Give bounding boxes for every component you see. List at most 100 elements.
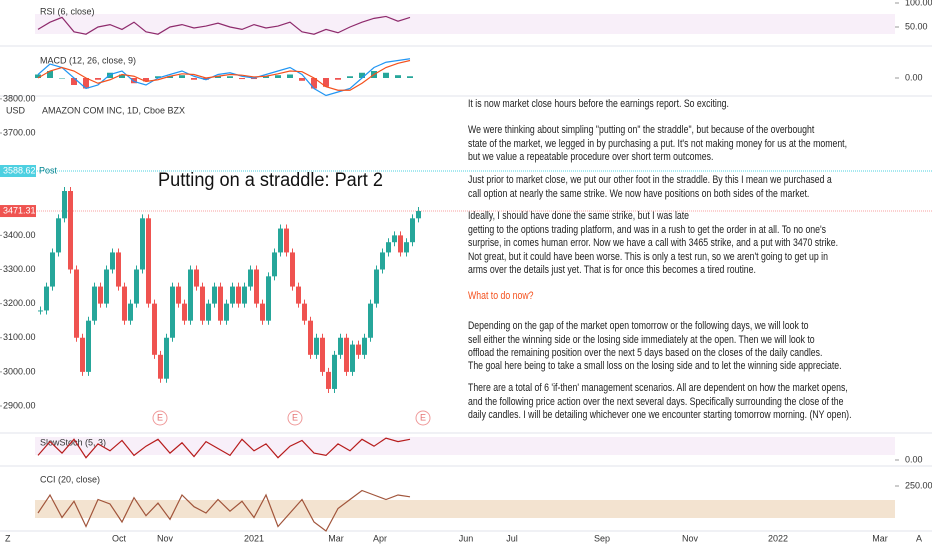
y-tick-label: 100.00 <box>905 0 932 7</box>
x-tick-label: Mar <box>872 533 888 543</box>
candle <box>236 286 241 304</box>
note-line: Ideally, I should have done the same str… <box>468 210 690 222</box>
macd-histogram <box>95 78 101 80</box>
rsi-band <box>35 14 895 34</box>
macd-histogram <box>407 76 413 78</box>
macd-histogram <box>143 78 149 82</box>
earnings-label: E <box>292 412 298 422</box>
macd-histogram <box>191 78 197 80</box>
candle <box>278 228 283 253</box>
macd-histogram <box>347 76 353 78</box>
stoch-line <box>37 437 411 459</box>
candle <box>146 218 151 304</box>
candle <box>122 286 127 321</box>
candle <box>284 228 289 253</box>
candle <box>308 320 313 355</box>
y-tick-label: 2900.00 <box>3 400 36 410</box>
note-line: There are a total of 6 'if-then' managem… <box>468 382 848 394</box>
candle <box>158 354 163 379</box>
candle <box>38 310 43 312</box>
candle <box>134 269 139 304</box>
candle <box>56 218 61 253</box>
macd-histogram <box>395 75 401 78</box>
x-tick-label: Jun <box>459 533 474 543</box>
y-tick-label: 3300.00 <box>3 264 36 274</box>
x-tick-label: Sep <box>594 533 610 543</box>
candle <box>212 286 217 304</box>
rsi-label: RSI (6, close) <box>40 6 95 16</box>
macd-histogram <box>383 72 389 78</box>
macd-histogram <box>179 75 185 78</box>
candle <box>200 286 205 321</box>
macd-histogram <box>119 74 125 78</box>
candle <box>398 235 403 253</box>
candle <box>380 252 385 270</box>
candle <box>194 269 199 287</box>
earnings-marker <box>152 410 168 426</box>
macd-histogram <box>59 78 65 79</box>
macd-histogram <box>83 78 89 89</box>
candle <box>314 337 319 355</box>
candle <box>98 286 103 304</box>
last-tag <box>0 205 36 218</box>
candle <box>404 242 409 253</box>
macd-label: MACD (12, 26, close, 9) <box>40 55 136 65</box>
candle <box>92 286 97 321</box>
note-line: daily candles. I will be detailing which… <box>468 409 852 421</box>
button[interactable]: Z <box>5 533 11 543</box>
y-tick-label: 3100.00 <box>3 332 36 342</box>
note-line: Not great, but it could have been worse.… <box>468 251 828 263</box>
note-line: We were thinking about simpling "putting… <box>468 124 815 136</box>
cci-line <box>37 489 411 532</box>
candle <box>152 303 157 355</box>
macd-histogram <box>311 78 317 89</box>
x-tick-label: Oct <box>112 533 127 543</box>
button[interactable]: A <box>916 533 922 543</box>
macd-histogram <box>227 76 233 78</box>
candle <box>50 252 55 287</box>
y-tick-label: 50.00 <box>905 21 928 31</box>
stoch-label: SlowStoch (5, 3) <box>40 437 106 447</box>
earnings-marker <box>287 410 303 426</box>
candle <box>248 269 253 287</box>
note-line: call option at nearly the same strike. W… <box>468 188 810 200</box>
symbol: AMAZON COM INC, 1D, Cboe BZX <box>42 105 185 115</box>
y-tick-label: 0.00 <box>905 454 923 464</box>
macd-histogram <box>323 78 329 87</box>
y-tick-label: 3700.00 <box>3 127 36 137</box>
macd-histogram <box>131 78 137 84</box>
rsi-line <box>37 15 411 35</box>
candle <box>386 242 391 253</box>
candle <box>164 337 169 379</box>
stoch-band <box>35 437 895 455</box>
candle <box>368 303 373 338</box>
candle <box>338 337 343 355</box>
macd-histogram <box>239 78 245 80</box>
y-tick-label: 3000.00 <box>3 366 36 376</box>
y-tick-label: 250.00 <box>905 480 932 490</box>
candle <box>44 286 49 311</box>
y-tick-label: 3400.00 <box>3 230 36 240</box>
post-price: 3588.62 <box>3 165 36 175</box>
candle <box>290 252 295 287</box>
annotation: Putting on a straddle: Part 2 <box>158 170 383 191</box>
macd-histogram <box>47 71 53 78</box>
macd-histogram <box>167 76 173 78</box>
candle <box>188 269 193 321</box>
signal-line <box>37 59 411 91</box>
candle <box>362 337 367 355</box>
note-line: arms over the details just yet. That is … <box>468 264 756 276</box>
note-line: It is now market close hours before the … <box>468 98 729 110</box>
x-tick-label: Nov <box>682 533 699 543</box>
post-tag-label: Post <box>39 165 58 175</box>
macd-histogram <box>275 75 281 78</box>
y-tick-label: 3800.00 <box>3 93 36 103</box>
candle <box>260 303 265 321</box>
macd-histogram <box>203 78 209 80</box>
macd-histogram <box>35 74 41 78</box>
y-tick-label: 3200.00 <box>3 298 36 308</box>
x-tick-label: 2021 <box>244 533 264 543</box>
candle <box>86 320 91 372</box>
candle <box>266 276 271 321</box>
